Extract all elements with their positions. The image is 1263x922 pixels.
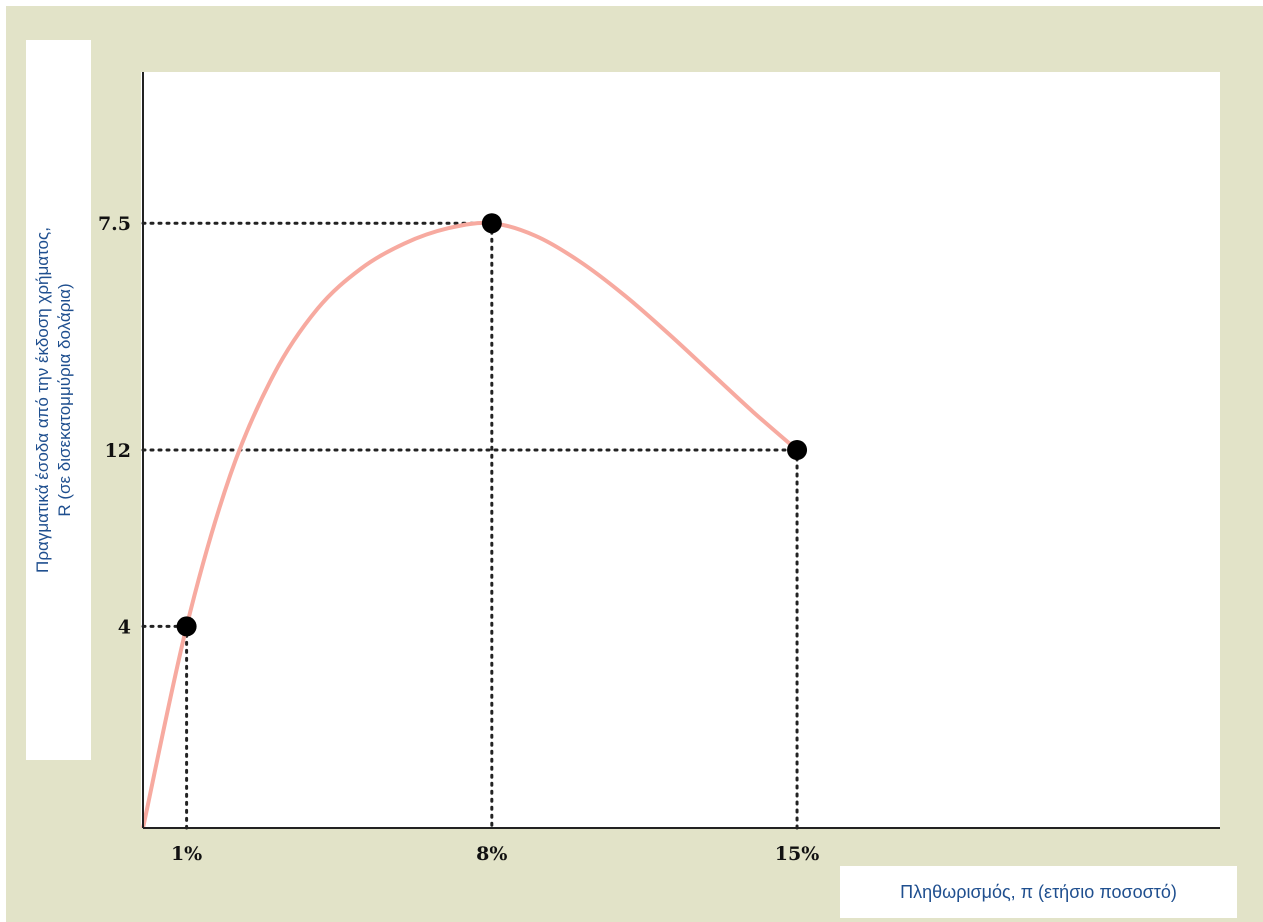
y-tick-label: 4 (118, 616, 131, 638)
data-point (176, 616, 197, 637)
data-point (481, 213, 502, 234)
x-axis-label: Πληθωρισμός, π (ετήσιο ποσοστό) (840, 866, 1237, 918)
x-tick-label: 15% (775, 843, 820, 865)
data-point (787, 440, 808, 460)
revenue-curve (141, 220, 799, 829)
y-axis-label: Πραγματικά έσοδα από την έκδοση χρήματος… (33, 227, 74, 573)
y-tick-label: 12 (105, 440, 131, 462)
x-tick-label: 8% (476, 843, 507, 865)
x-tick-label: 1% (171, 843, 202, 865)
y-axis-label-box (26, 40, 91, 760)
y-tick-label: 7.5 (98, 213, 131, 235)
